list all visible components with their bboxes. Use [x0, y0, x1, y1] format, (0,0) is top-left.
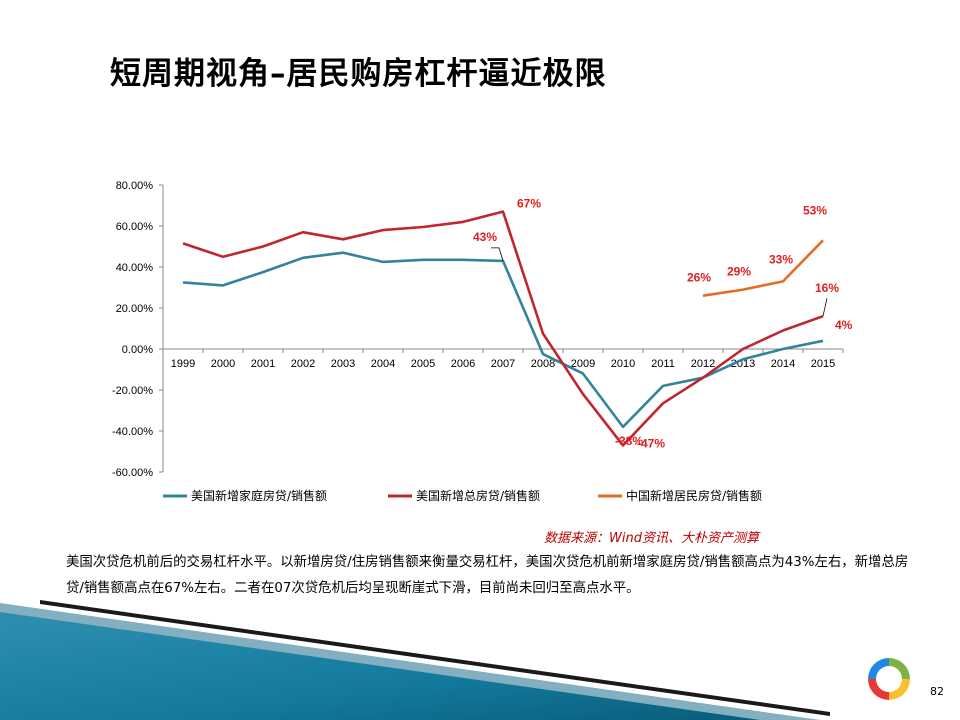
data-label: 67% [517, 197, 541, 211]
data-label: -38% [615, 434, 643, 448]
x-tick-label: 1999 [171, 358, 195, 370]
data-label: 43% [473, 230, 497, 244]
data-source-note: 数据来源：Wind资讯、大朴资产测算 [544, 531, 759, 546]
slide-title: 短周期视角–居民购房杠杆逼近极限 [110, 56, 607, 92]
data-label: 26% [687, 271, 711, 285]
data-label: 16% [815, 281, 839, 295]
x-tick-label: 2006 [451, 358, 475, 370]
y-tick-label: -60.00% [112, 467, 153, 479]
legend-entry: 中国新增居民房贷/销售额 [626, 488, 762, 503]
leader-line [822, 298, 828, 317]
x-tick-label: 2012 [691, 358, 715, 370]
legend-entry: 美国新增家庭房贷/销售额 [191, 488, 327, 503]
data-label: 33% [769, 252, 793, 266]
x-tick-label: 2001 [251, 358, 275, 370]
data-label: -47% [637, 436, 665, 450]
x-tick-label: 2015 [811, 358, 835, 370]
y-tick-label: -20.00% [112, 385, 153, 397]
x-tick-label: 2009 [571, 358, 595, 370]
page-number: 82 [930, 685, 944, 698]
x-tick-label: 2004 [371, 358, 395, 370]
y-tick-label: -40.00% [112, 426, 153, 438]
x-tick-label: 2010 [611, 358, 635, 370]
y-tick-label: 20.00% [116, 303, 154, 315]
data-label: 4% [835, 318, 853, 332]
data-label: 29% [727, 265, 751, 279]
y-tick-label: 80.00% [116, 180, 154, 192]
y-tick-label: 0.00% [122, 344, 153, 356]
x-tick-label: 2014 [771, 358, 795, 370]
body-text: 美国次贷危机前后的交易杠杆水平。以新增房贷/住房销售额来衡量交易杠杆，美国次贷危… [66, 555, 909, 596]
y-tick-label: 40.00% [116, 262, 154, 274]
y-tick-label: 60.00% [116, 221, 154, 233]
data-label: 53% [803, 203, 827, 217]
series-line-1 [182, 251, 824, 429]
x-tick-label: 2007 [491, 358, 515, 370]
x-tick-label: 2003 [331, 358, 355, 370]
x-tick-label: 2005 [411, 358, 435, 370]
legend-entry: 美国新增总房贷/销售额 [416, 488, 540, 503]
series-line-2 [182, 210, 824, 447]
x-tick-label: 2000 [211, 358, 235, 370]
leader-line [491, 247, 504, 261]
x-tick-label: 2008 [531, 358, 555, 370]
x-tick-label: 2002 [291, 358, 315, 370]
x-tick-label: 2011 [651, 358, 675, 370]
series-line-3 [702, 239, 824, 297]
company-logo [868, 658, 910, 700]
